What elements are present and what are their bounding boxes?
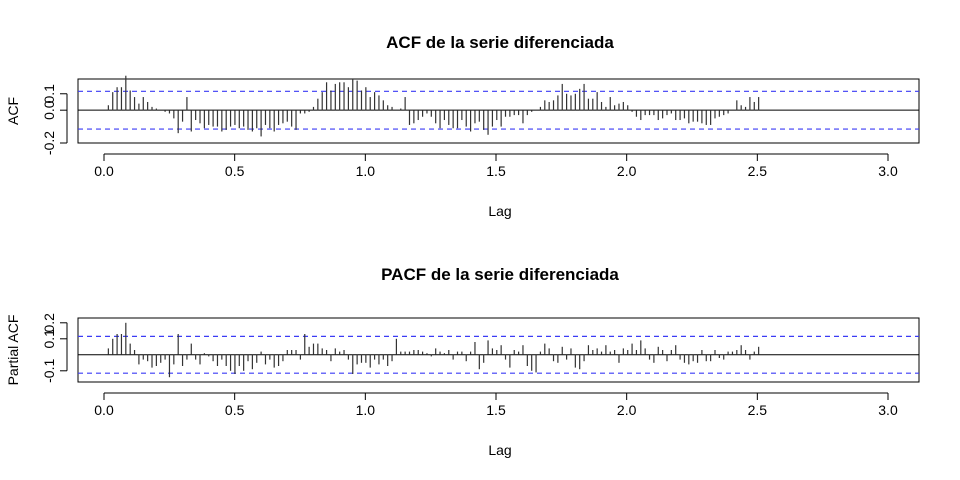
y-axis-label: Partial ACF bbox=[5, 315, 21, 386]
x-tick-label: 0.5 bbox=[225, 402, 245, 418]
x-tick-label: 3.0 bbox=[878, 163, 898, 179]
x-tick-label: 0.0 bbox=[94, 402, 114, 418]
y-tick-label: -0.2 bbox=[41, 131, 57, 155]
x-tick-label: 1.0 bbox=[356, 402, 376, 418]
x-tick-label: 2.0 bbox=[617, 163, 637, 179]
x-tick-label: 2.5 bbox=[748, 402, 768, 418]
x-tick-label: 2.5 bbox=[748, 163, 768, 179]
y-tick-label: 0.2 bbox=[41, 313, 57, 333]
x-tick-label: 1.5 bbox=[486, 163, 506, 179]
acf-panel: ACF de la serie diferenciada 0.0 0.5 1.0 1.5… bbox=[5, 33, 920, 219]
x-tick-label: 1.5 bbox=[486, 402, 506, 418]
pacf-panel: PACF de la serie diferenciada 0.0 0.5 1.0 1.… bbox=[5, 265, 920, 458]
y-tick-label: 0.1 bbox=[41, 84, 57, 104]
x-tick-label: 0.5 bbox=[225, 163, 245, 179]
y-tick-label: -0.1 bbox=[41, 359, 57, 383]
x-tick-label: 3.0 bbox=[878, 402, 898, 418]
x-tick-label: 0.0 bbox=[94, 163, 114, 179]
plot-frame bbox=[77, 78, 920, 144]
x-tick-label: 2.0 bbox=[617, 402, 637, 418]
x-axis-label: Lag bbox=[488, 442, 511, 458]
y-tick-label: 0.1 bbox=[41, 329, 57, 349]
y-axis-label: ACF bbox=[5, 97, 21, 125]
x-axis-label: Lag bbox=[488, 203, 511, 219]
plot-frame bbox=[77, 317, 920, 383]
y-tick-label: 0.0 bbox=[41, 100, 57, 120]
x-tick-label: 1.0 bbox=[356, 163, 376, 179]
chart-title: PACF de la serie diferenciada bbox=[381, 265, 619, 284]
chart-title: ACF de la serie diferenciada bbox=[386, 33, 614, 52]
